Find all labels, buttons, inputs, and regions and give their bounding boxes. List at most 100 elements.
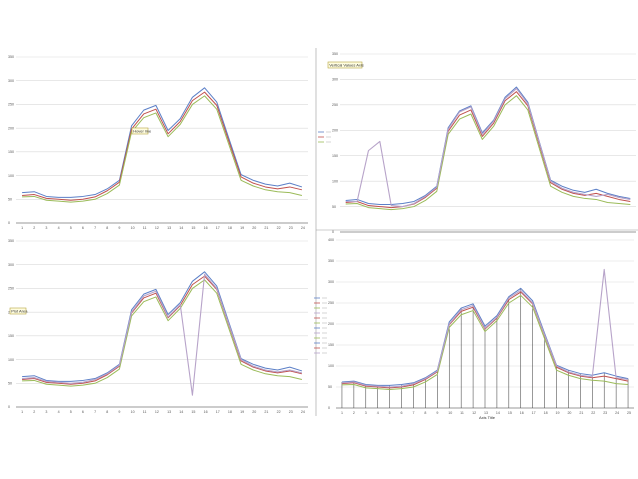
series-line-2: [345, 91, 631, 209]
y-tick-label: 300: [8, 79, 14, 83]
x-tick-label: 9: [436, 411, 438, 415]
series-line-3: [345, 95, 631, 211]
x-tick-label: 16: [204, 410, 208, 414]
y-tick-label: 350: [8, 239, 14, 243]
y-tick-label: 250: [332, 103, 338, 107]
series-line-3: [22, 279, 303, 387]
x-tick-label: 12: [155, 410, 159, 414]
y-tick-label: 300: [332, 78, 338, 82]
x-tick-label: 20: [252, 226, 256, 230]
chart-panel-2: 0 50 100 150 200 250 300 350 Vertical Values Axi…: [318, 52, 636, 234]
y-tick-label: 100: [8, 174, 14, 178]
series-line-1: [22, 87, 303, 198]
x-tick-label: 23: [289, 226, 293, 230]
x-tick-label: 3: [45, 410, 47, 414]
y-tick-label: 0: [328, 406, 330, 410]
x-tick-label: 5: [389, 411, 391, 415]
y-tick-label: 100: [328, 364, 334, 368]
x-tick-label: 12: [472, 411, 476, 415]
x-tick-label: 17: [216, 410, 220, 414]
y-tick-label: 250: [8, 103, 14, 107]
chart-element-tooltip: [327, 61, 363, 69]
x-tick-label: 22: [591, 411, 595, 415]
x-tick-label: 12: [155, 226, 159, 230]
x-tick-label: 24: [615, 411, 619, 415]
x-tick-label: 3: [365, 411, 367, 415]
y-tick-label: 250: [8, 287, 14, 291]
y-tick-label: 50: [8, 381, 12, 385]
x-tick-label: 20: [252, 410, 256, 414]
x-tick-label: 10: [131, 226, 135, 230]
x-tick-label: 19: [556, 411, 560, 415]
x-tick-label: 2: [33, 226, 35, 230]
x-tick-label: 23: [289, 410, 293, 414]
y-tick-label: 0: [8, 405, 10, 409]
y-tick-label: 100: [8, 358, 14, 362]
x-tick-label: 18: [228, 226, 232, 230]
y-tick-label: 350: [8, 55, 14, 59]
x-tick-label: 18: [228, 410, 232, 414]
x-tick-label: 5: [70, 226, 72, 230]
y-tick-label: 250: [328, 301, 334, 305]
y-tick-label: 200: [328, 322, 334, 326]
tooltip-text: Vertical Values Axis: [329, 62, 364, 67]
y-tick-label: 50: [8, 197, 12, 201]
y-tick-label: 50: [328, 385, 332, 389]
chart-element-tooltip: [131, 127, 149, 135]
series-line-3: [22, 95, 303, 203]
x-tick-label: 4: [377, 411, 379, 415]
series-line-2: [22, 275, 303, 385]
x-tick-label: 4: [58, 410, 60, 414]
tooltip-text: Hover line: [133, 128, 152, 133]
x-tick-label: 8: [106, 226, 108, 230]
x-tick-label: 21: [264, 410, 268, 414]
x-tick-label: 13: [167, 410, 171, 414]
y-tick-label: 200: [332, 128, 338, 132]
x-tick-label: 20: [567, 411, 571, 415]
x-tick-label: 16: [520, 411, 524, 415]
y-tick-label: 350: [332, 52, 338, 56]
x-tick-label: 1: [21, 410, 23, 414]
x-tick-label: 14: [496, 411, 500, 415]
x-tick-label: 6: [82, 410, 84, 414]
x-tick-label: 5: [70, 410, 72, 414]
x-tick-label: 15: [191, 410, 195, 414]
y-tick-label: 400: [328, 238, 334, 242]
x-tick-label: 2: [353, 411, 355, 415]
x-tick-label: 17: [216, 226, 220, 230]
y-tick-label: 200: [8, 126, 14, 130]
x-tick-label: 10: [448, 411, 452, 415]
x-tick-label: 18: [544, 411, 548, 415]
x-tick-label: 19: [240, 410, 244, 414]
x-tick-label: 6: [401, 411, 403, 415]
y-tick-label: 300: [328, 280, 334, 284]
x-tick-label: 3: [45, 226, 47, 230]
chart-element-tooltip: [9, 307, 27, 315]
y-tick-label: 150: [328, 343, 334, 347]
series-line-4: [22, 273, 303, 396]
x-tick-label: 11: [143, 226, 147, 230]
x-tick-label: 13: [484, 411, 488, 415]
x-tick-label: 15: [508, 411, 512, 415]
x-tick-label: 10: [131, 410, 135, 414]
tooltip-text: Plot Area: [11, 308, 28, 313]
x-tick-label: 8: [106, 410, 108, 414]
x-tick-label: 21: [264, 226, 268, 230]
y-tick-label: 0: [8, 221, 10, 225]
x-tick-label: 7: [94, 410, 96, 414]
x-tick-label: 24: [301, 226, 305, 230]
x-tick-label: 9: [118, 410, 120, 414]
x-tick-label: 23: [603, 411, 607, 415]
y-tick-label: 150: [8, 150, 14, 154]
x-tick-label: 4: [58, 226, 60, 230]
x-tick-label: 8: [424, 411, 426, 415]
series-line-1: [22, 271, 303, 382]
x-tick-label: 24: [301, 410, 305, 414]
y-tick-label: 350: [328, 259, 334, 263]
x-tick-label: 1: [21, 226, 23, 230]
x-tick-label: 7: [94, 226, 96, 230]
x-tick-label: 16: [204, 226, 208, 230]
x-tick-label: 11: [143, 410, 147, 414]
